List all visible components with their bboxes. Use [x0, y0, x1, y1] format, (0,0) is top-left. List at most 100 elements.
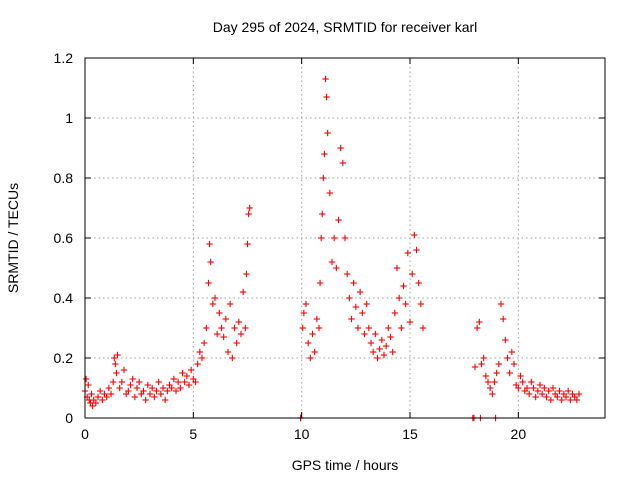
data-point	[415, 279, 422, 287]
data-point	[491, 378, 498, 386]
data-point	[192, 378, 199, 386]
data-point	[506, 369, 513, 377]
data-point	[489, 390, 496, 398]
data-point	[567, 396, 574, 404]
data-point	[181, 378, 188, 386]
data-point	[211, 294, 219, 302]
data-point	[320, 174, 327, 182]
data-point	[404, 249, 412, 257]
data-point	[94, 393, 102, 401]
data-point	[224, 348, 232, 356]
data-point	[391, 309, 399, 317]
data-point	[361, 330, 368, 338]
x-tick-label: 0	[81, 426, 89, 442]
data-point	[226, 300, 234, 308]
y-tick-label: 0	[65, 410, 73, 426]
data-point	[125, 387, 132, 395]
x-axis-label: GPS time / hours	[292, 457, 399, 473]
data-point	[203, 324, 210, 332]
data-point	[200, 339, 208, 347]
data-point	[367, 339, 375, 347]
data-point	[196, 348, 204, 356]
data-point	[493, 369, 500, 377]
data-point	[554, 393, 561, 401]
data-point	[406, 318, 414, 326]
y-tick-label: 0.2	[54, 350, 74, 366]
data-point	[118, 378, 126, 386]
y-tick-label: 0.8	[54, 170, 74, 186]
data-point	[517, 372, 524, 380]
data-point	[116, 384, 123, 392]
data-point	[309, 330, 316, 338]
data-point	[486, 384, 494, 392]
data-point	[105, 384, 113, 392]
data-point	[113, 369, 120, 377]
data-point	[243, 270, 250, 278]
data-point	[352, 303, 360, 311]
data-point	[380, 351, 388, 359]
data-point	[144, 381, 152, 389]
data-point	[502, 336, 509, 344]
data-point	[299, 324, 306, 332]
data-point	[120, 366, 128, 374]
data-point	[245, 210, 252, 218]
y-tick-label: 0.4	[54, 290, 74, 306]
data-point	[478, 360, 485, 368]
data-point	[365, 324, 373, 332]
data-point	[206, 240, 213, 248]
data-point	[133, 384, 141, 392]
data-point	[534, 387, 542, 395]
data-point	[326, 189, 334, 197]
data-point	[323, 93, 330, 101]
data-point	[378, 336, 386, 344]
data-point	[96, 387, 104, 395]
data-point	[573, 396, 581, 404]
data-point	[316, 279, 324, 287]
data-point	[354, 324, 362, 332]
data-point	[222, 315, 230, 323]
grid-lines	[85, 58, 605, 418]
axis-ticks	[84, 57, 605, 419]
data-point	[419, 324, 427, 332]
data-point	[161, 396, 169, 404]
data-point	[402, 300, 409, 308]
data-point	[82, 375, 90, 383]
data-point	[92, 399, 100, 407]
data-point	[321, 150, 328, 158]
data-point	[385, 324, 392, 332]
data-points	[81, 75, 583, 422]
data-point	[179, 369, 186, 377]
data-point	[85, 381, 92, 389]
data-point	[350, 279, 357, 287]
data-point	[538, 390, 546, 398]
data-point	[322, 75, 329, 83]
chart-title: Day 295 of 2024, SRMTID for receiver kar…	[213, 19, 478, 35]
data-point	[400, 282, 407, 290]
data-point	[317, 234, 325, 242]
x-tick-label: 10	[294, 426, 310, 442]
data-point	[536, 381, 544, 389]
data-point	[129, 375, 136, 383]
data-point	[348, 315, 355, 323]
data-point	[185, 381, 193, 389]
data-point	[114, 351, 121, 359]
data-point	[411, 231, 418, 239]
data-point	[335, 216, 342, 224]
data-point	[413, 246, 420, 254]
data-point	[246, 204, 253, 212]
data-point	[339, 159, 347, 167]
data-point	[356, 288, 364, 296]
data-point	[374, 354, 381, 362]
data-point	[495, 360, 503, 368]
y-axis-label: SRMTID / TECUs	[5, 183, 21, 293]
data-point	[482, 372, 490, 380]
data-point	[541, 384, 548, 392]
data-point	[164, 387, 171, 395]
data-point	[107, 390, 115, 398]
data-point	[89, 402, 96, 410]
data-point	[523, 384, 531, 392]
data-point	[302, 300, 310, 308]
data-point	[187, 366, 195, 374]
data-point	[530, 384, 537, 392]
data-point	[237, 330, 245, 338]
